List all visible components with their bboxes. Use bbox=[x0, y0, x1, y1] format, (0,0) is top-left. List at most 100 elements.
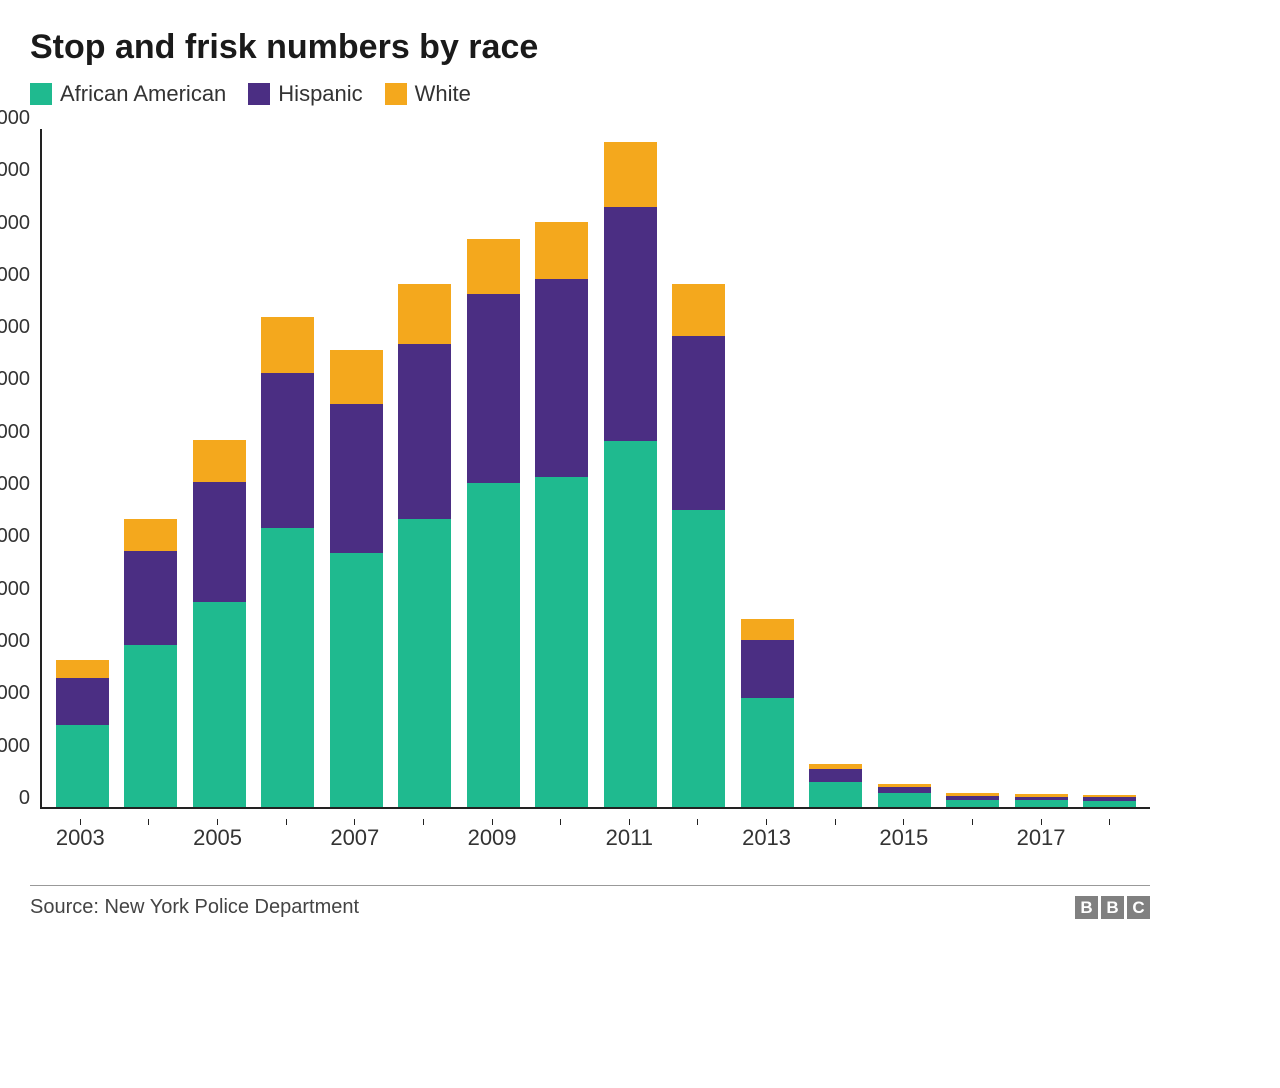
bar-segment-african_american bbox=[741, 698, 794, 807]
legend-label: White bbox=[415, 81, 471, 107]
bar-segment-white bbox=[672, 284, 725, 336]
bar-segment-african_american bbox=[946, 800, 999, 807]
bar-2013 bbox=[741, 619, 794, 807]
bar-segment-african_american bbox=[193, 602, 246, 807]
legend-item: Hispanic bbox=[248, 81, 362, 107]
bar-segment-hispanic bbox=[467, 294, 520, 482]
bar-2004 bbox=[124, 519, 177, 807]
bar-segment-hispanic bbox=[330, 404, 383, 553]
bar-2009 bbox=[467, 239, 520, 807]
x-tick-label: 2013 bbox=[732, 825, 801, 851]
x-tick: 2011 bbox=[595, 819, 664, 851]
bar-slot bbox=[596, 129, 665, 807]
bar-segment-white bbox=[467, 239, 520, 294]
bar-segment-hispanic bbox=[604, 207, 657, 441]
legend-swatch bbox=[30, 83, 52, 105]
x-tick bbox=[389, 819, 458, 851]
bar-slot bbox=[48, 129, 117, 807]
x-tick bbox=[664, 819, 733, 851]
bar-segment-white bbox=[398, 284, 451, 344]
legend-label: Hispanic bbox=[278, 81, 362, 107]
bar-2005 bbox=[193, 440, 246, 807]
bar-segment-african_american bbox=[1015, 800, 1068, 807]
bar-segment-hispanic bbox=[261, 373, 314, 528]
bar-slot bbox=[391, 129, 460, 807]
legend-swatch bbox=[248, 83, 270, 105]
legend-label: African American bbox=[60, 81, 226, 107]
legend-item: African American bbox=[30, 81, 226, 107]
x-tick: 2017 bbox=[1007, 819, 1076, 851]
bar-2007 bbox=[330, 350, 383, 807]
bar-2011 bbox=[604, 142, 657, 807]
bar-slot bbox=[939, 129, 1008, 807]
legend-item: White bbox=[385, 81, 471, 107]
chart-title: Stop and frisk numbers by race bbox=[30, 28, 1150, 67]
bar-2003 bbox=[56, 660, 109, 807]
bar-segment-white bbox=[535, 222, 588, 278]
bar-slot bbox=[185, 129, 254, 807]
bar-segment-white bbox=[124, 519, 177, 550]
bar-segment-white bbox=[193, 440, 246, 482]
bar-segment-hispanic bbox=[124, 551, 177, 645]
bar-segment-african_american bbox=[672, 510, 725, 807]
bar-segment-african_american bbox=[535, 477, 588, 807]
bar-2006 bbox=[261, 317, 314, 807]
x-tick bbox=[526, 819, 595, 851]
bar-segment-hispanic bbox=[672, 336, 725, 510]
bar-segment-white bbox=[741, 619, 794, 640]
x-tick bbox=[1075, 819, 1144, 851]
bar-slot bbox=[528, 129, 597, 807]
bar-segment-african_american bbox=[1083, 801, 1136, 807]
bar-2018 bbox=[1083, 795, 1136, 807]
x-axis: 2003 2005 2007 2009 2011 2013 2015 2017 bbox=[40, 809, 1150, 851]
x-tick-label: 2011 bbox=[595, 825, 664, 851]
bar-segment-hispanic bbox=[741, 640, 794, 699]
x-tick-label: 2005 bbox=[183, 825, 252, 851]
bbc-logo-box: B bbox=[1075, 896, 1098, 919]
bar-segment-hispanic bbox=[193, 482, 246, 602]
bar-segment-african_american bbox=[878, 793, 931, 807]
bar-segment-african_american bbox=[56, 725, 109, 807]
x-tick: 2005 bbox=[183, 819, 252, 851]
bar-slot bbox=[870, 129, 939, 807]
x-tick-label: 2009 bbox=[458, 825, 527, 851]
bar-2012 bbox=[672, 284, 725, 807]
bar-2014 bbox=[809, 764, 862, 807]
x-tick bbox=[252, 819, 321, 851]
bar-segment-white bbox=[604, 142, 657, 207]
x-tick-label: 2015 bbox=[870, 825, 939, 851]
bar-segment-white bbox=[330, 350, 383, 404]
x-tick: 2007 bbox=[321, 819, 390, 851]
x-tick bbox=[115, 819, 184, 851]
bar-2017 bbox=[1015, 794, 1068, 807]
bar-slot bbox=[254, 129, 323, 807]
bar-segment-hispanic bbox=[809, 769, 862, 782]
bar-slot bbox=[665, 129, 734, 807]
bar-segment-hispanic bbox=[56, 678, 109, 725]
bar-segment-african_american bbox=[467, 483, 520, 807]
bar-segment-african_american bbox=[398, 519, 451, 807]
x-tick: 2013 bbox=[732, 819, 801, 851]
bar-segment-hispanic bbox=[398, 344, 451, 520]
bar-segment-white bbox=[56, 660, 109, 679]
bar-slot bbox=[1007, 129, 1076, 807]
bar-slot bbox=[117, 129, 186, 807]
bbc-logo-box: C bbox=[1127, 896, 1150, 919]
bar-segment-white bbox=[261, 317, 314, 372]
x-tick-label: 2007 bbox=[321, 825, 390, 851]
bar-segment-african_american bbox=[809, 782, 862, 807]
x-tick: 2003 bbox=[46, 819, 115, 851]
bar-segment-hispanic bbox=[535, 279, 588, 478]
x-tick: 2015 bbox=[870, 819, 939, 851]
footer-rule bbox=[30, 885, 1150, 886]
legend: African American Hispanic White bbox=[30, 81, 1150, 107]
bar-slot bbox=[322, 129, 391, 807]
x-tick-label: 2003 bbox=[46, 825, 115, 851]
source-text: Source: New York Police Department bbox=[30, 896, 359, 919]
bar-slot bbox=[459, 129, 528, 807]
bar-segment-african_american bbox=[330, 553, 383, 807]
x-tick: 2009 bbox=[458, 819, 527, 851]
x-tick-label: 2017 bbox=[1007, 825, 1076, 851]
bar-segment-african_american bbox=[604, 441, 657, 807]
bar-2010 bbox=[535, 222, 588, 807]
